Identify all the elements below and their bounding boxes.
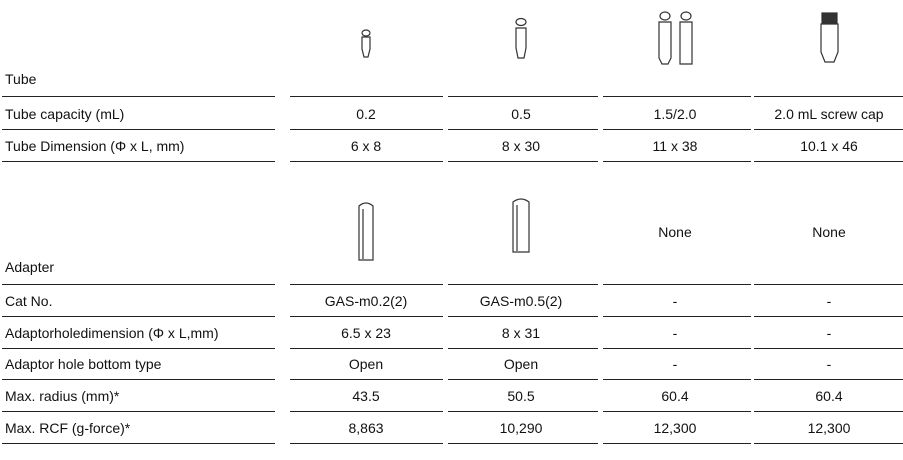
- adapter-icon-0.2: [358, 202, 374, 261]
- cell: -: [672, 293, 678, 309]
- row-rule: [2, 347, 275, 349]
- cell: -: [826, 293, 832, 309]
- row-rule: [290, 379, 443, 381]
- row-rule: [754, 96, 903, 97]
- cell: 12,300: [807, 419, 851, 436]
- tube-icon-0.5: [515, 17, 527, 59]
- cell: -: [826, 324, 832, 341]
- cell: 43.5: [352, 388, 380, 405]
- row-rule: [754, 411, 903, 413]
- cell: 2.0 mL screw cap: [774, 106, 884, 122]
- section-label: Tube: [5, 71, 37, 87]
- cell: 10,290: [499, 419, 543, 436]
- row-label: Cat No.: [5, 293, 53, 309]
- row-rule: [603, 411, 751, 413]
- row-rule: [603, 379, 751, 381]
- row-label: Adaptor hole bottom type: [5, 356, 162, 373]
- cell: 60.4: [815, 388, 843, 405]
- row-rule: [290, 411, 443, 413]
- cell: None: [812, 224, 846, 240]
- cell: 10.1 x 46: [800, 137, 858, 154]
- row-rule: [754, 379, 903, 381]
- row-rule: [448, 129, 598, 130]
- row-rule: [290, 96, 443, 97]
- cell: None: [658, 224, 692, 240]
- row-rule: [448, 160, 598, 162]
- row-rule: [2, 316, 275, 317]
- cell: -: [672, 324, 678, 341]
- cell: 8 x 30: [501, 137, 541, 154]
- row-label: Max. radius (mm)*: [5, 388, 120, 405]
- row-rule: [448, 316, 598, 317]
- row-rule: [448, 411, 598, 413]
- cell: 50.5: [507, 388, 535, 405]
- row-rule: [448, 347, 598, 349]
- row-rule: [290, 129, 443, 130]
- cell: 11 x 38: [652, 137, 698, 154]
- row-rule: [603, 96, 751, 97]
- cell: 0.5: [511, 106, 531, 122]
- row-rule: [603, 347, 751, 349]
- row-rule: [290, 284, 443, 285]
- cell: GAS-m0.2(2): [324, 293, 408, 309]
- row-label: Tube capacity (mL): [5, 106, 125, 122]
- cell: 6 x 8: [350, 137, 382, 154]
- section-label: Adapter: [5, 259, 55, 275]
- cell: GAS-m0.5(2): [479, 293, 563, 309]
- row-rule: [603, 129, 751, 130]
- row-rule: [2, 379, 275, 381]
- tube-icon-0.2: [361, 29, 371, 58]
- row-rule: [754, 442, 903, 444]
- row-rule: [448, 284, 598, 285]
- cell: 6.5 x 23: [341, 324, 391, 341]
- row-label: Max. RCF (g-force)*: [5, 419, 131, 436]
- cell: -: [672, 356, 678, 373]
- row-rule: [2, 129, 275, 130]
- row-rule: [2, 442, 275, 444]
- cell: Open: [503, 356, 539, 373]
- row-rule: [2, 284, 275, 285]
- cell: Open: [348, 356, 384, 373]
- cell: 60.4: [661, 388, 689, 405]
- tube-icon-screw: [820, 12, 839, 63]
- cell: 8,863: [348, 419, 384, 436]
- row-rule: [754, 129, 903, 130]
- row-rule: [2, 96, 275, 97]
- row-rule: [754, 284, 903, 285]
- row-rule: [2, 160, 275, 162]
- row-rule: [448, 96, 598, 97]
- row-rule: [290, 347, 443, 349]
- row-rule: [290, 160, 443, 162]
- tube-icon-1.5: [658, 11, 693, 65]
- row-label: Adaptorholedimension (Φ x L,mm): [5, 324, 219, 341]
- cell: -: [826, 356, 832, 373]
- cell: 0.2: [356, 106, 376, 122]
- row-rule: [448, 379, 598, 381]
- row-rule: [754, 347, 903, 349]
- row-rule: [290, 316, 443, 317]
- row-rule: [290, 442, 443, 444]
- cell: 12,300: [653, 419, 697, 436]
- row-rule: [603, 160, 751, 162]
- row-rule: [603, 442, 751, 444]
- row-rule: [603, 284, 751, 285]
- adapter-icon-0.5: [512, 198, 530, 253]
- row-rule: [754, 160, 903, 162]
- row-rule: [2, 411, 275, 413]
- row-rule: [448, 442, 598, 444]
- row-label: Tube Dimension (Φ x L, mm): [5, 137, 185, 154]
- row-rule: [603, 316, 751, 317]
- cell: 1.5/2.0: [653, 106, 697, 122]
- cell: 8 x 31: [501, 324, 541, 341]
- row-rule: [754, 316, 903, 317]
